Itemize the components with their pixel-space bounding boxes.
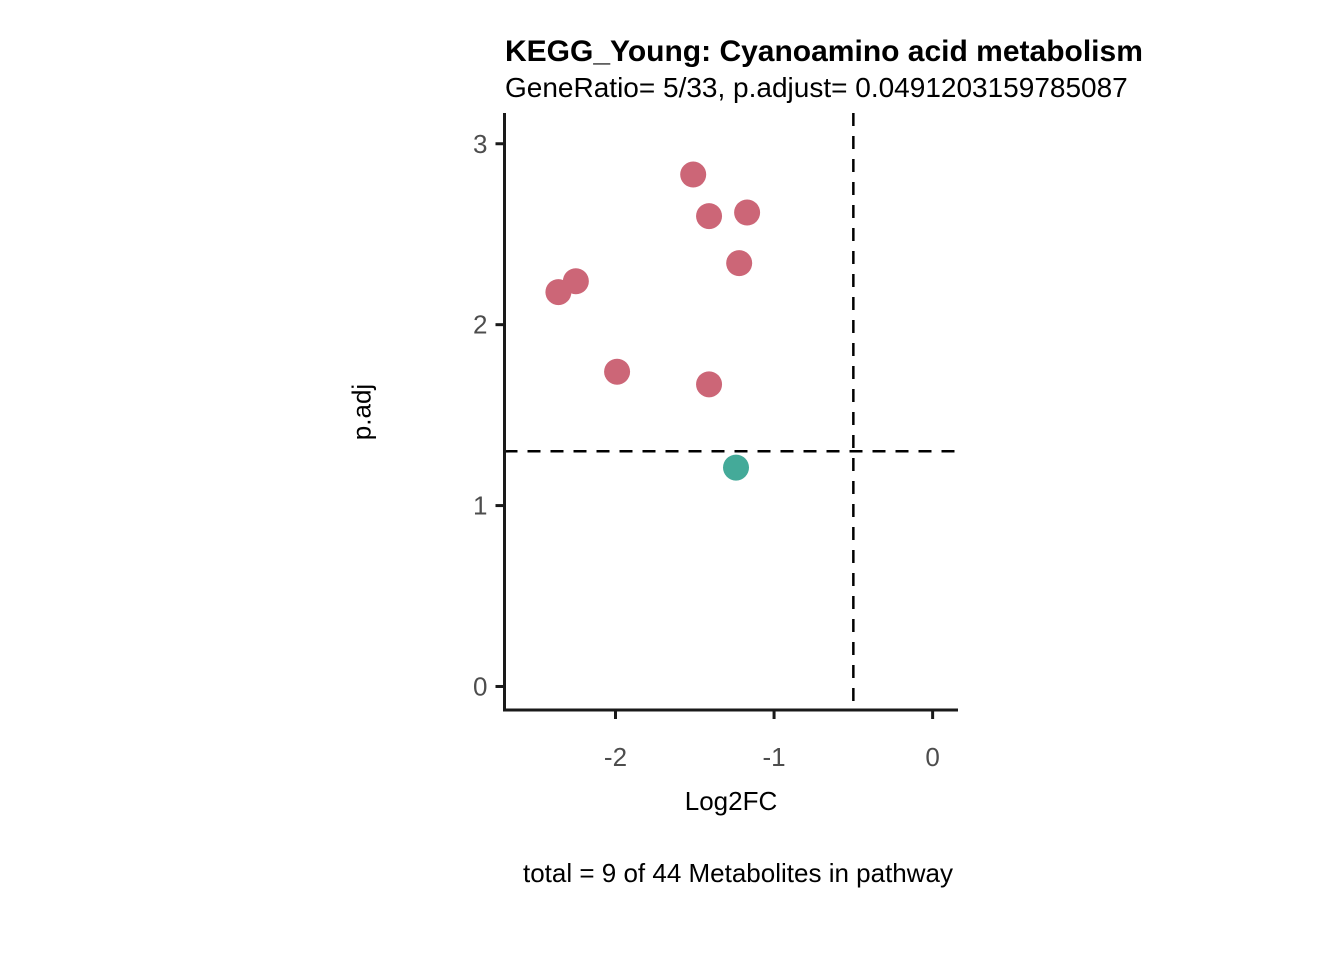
- x-axis-title: Log2FC: [684, 786, 778, 816]
- data-point-rose-points: [604, 358, 631, 385]
- data-point-rose-points: [734, 199, 761, 226]
- y-tick-label: 0: [473, 671, 487, 701]
- x-tick-label: -1: [763, 742, 786, 772]
- x-tick-label: 0: [925, 742, 939, 772]
- data-point-rose-points: [680, 161, 707, 188]
- plot-title: KEGG_Young: Cyanoamino acid metabolism: [505, 35, 1143, 68]
- data-point-rose-points: [696, 371, 723, 398]
- x-tick-label: -2: [604, 742, 627, 772]
- data-point-rose-points: [545, 279, 572, 306]
- y-tick-label: 1: [473, 491, 487, 521]
- y-tick-label: 3: [473, 129, 487, 159]
- data-point-rose-points: [696, 203, 723, 230]
- data-point-rose-points: [726, 250, 753, 277]
- plot-subtitle: GeneRatio= 5/33, p.adjust= 0.04912031597…: [505, 72, 1128, 103]
- data-point-teal-points: [723, 454, 750, 481]
- plot-caption: total = 9 of 44 Metabolites in pathway: [523, 858, 953, 888]
- y-tick-label: 2: [473, 310, 487, 340]
